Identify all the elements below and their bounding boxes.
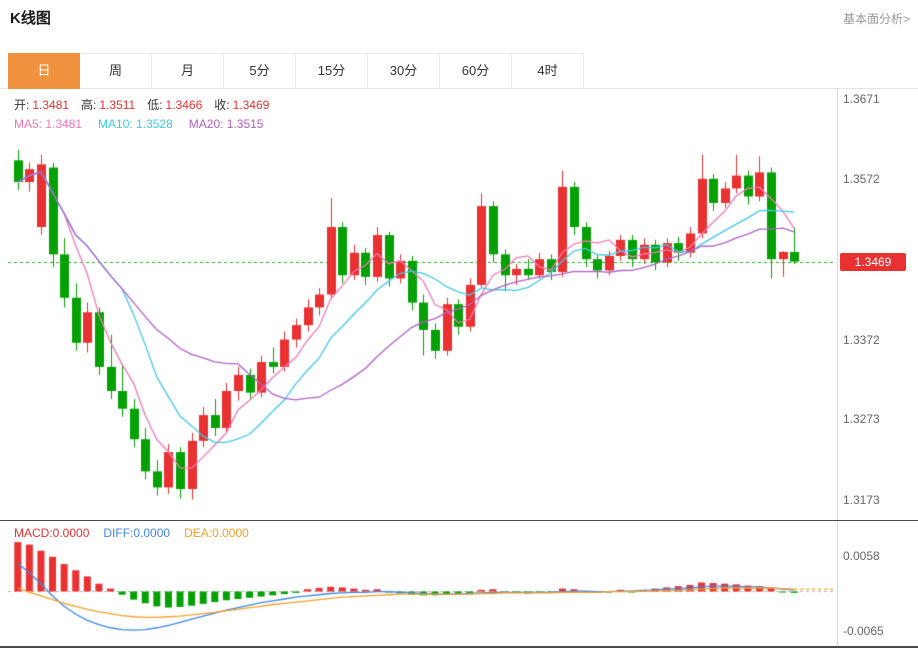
price-axis-tick: 1.3671: [843, 92, 880, 107]
tab-m30[interactable]: 30分: [368, 53, 440, 89]
macd-axis: 0.0058 -0.0065: [843, 0, 915, 649]
open-value: 1.3481: [32, 97, 70, 112]
ma20-label: MA20: 1.3515: [188, 117, 264, 131]
panel-divider: [0, 520, 918, 521]
price-axis-tick: 1.3572: [843, 171, 880, 186]
close-value: 1.3469: [232, 97, 270, 112]
high-value: 1.3511: [99, 97, 136, 112]
macd-row: MACD:0.0000 DIFF:0.0000 DEA:0.0000: [14, 526, 249, 540]
price-axis: 1.3671 1.3572 1.3372 1.3273 1.3173: [843, 0, 915, 649]
tab-day[interactable]: 日: [8, 53, 80, 89]
low-value: 1.3466: [165, 97, 203, 112]
tab-h4[interactable]: 4时: [512, 53, 584, 89]
close-label: 收:: [214, 98, 230, 112]
tab-month[interactable]: 月: [152, 53, 224, 89]
high-label: 高:: [81, 98, 97, 112]
ohlc-row: 开: 1.3481 高: 1.3511 低: 1.3466 收: 1.3469: [14, 96, 281, 113]
open-label: 开:: [14, 98, 30, 112]
tab-m60[interactable]: 60分: [440, 53, 512, 89]
macd-axis-tick: -0.0065: [843, 623, 884, 638]
ma-row: MA5: 1.3481 MA10: 1.3528 MA20: 1.3515: [14, 117, 263, 131]
price-axis-tick: 1.3273: [843, 412, 880, 427]
timeframe-tabs: 日周月 5分 15分 30分 60分 4时: [8, 53, 584, 89]
ma10-label: MA10: 1.3528: [98, 117, 173, 131]
diff-label: DIFF:0.0000: [103, 526, 171, 540]
macd-label: MACD:0.0000: [14, 526, 90, 540]
price-axis-tick: 1.3372: [843, 332, 880, 347]
tab-week[interactable]: 周: [80, 53, 152, 89]
low-label: 低:: [147, 98, 163, 112]
axis-separator: [837, 88, 838, 646]
bottom-border: [0, 646, 918, 648]
current-price-badge: 1.3469: [840, 252, 906, 271]
macd-axis-tick: 0.0058: [843, 548, 880, 563]
tab-m15[interactable]: 15分: [296, 53, 368, 89]
dea-label: DEA:0.0000: [184, 526, 249, 540]
ma5-label: MA5: 1.3481: [14, 117, 83, 131]
price-axis-tick: 1.3173: [843, 492, 880, 507]
tab-m5[interactable]: 5分: [224, 53, 296, 89]
